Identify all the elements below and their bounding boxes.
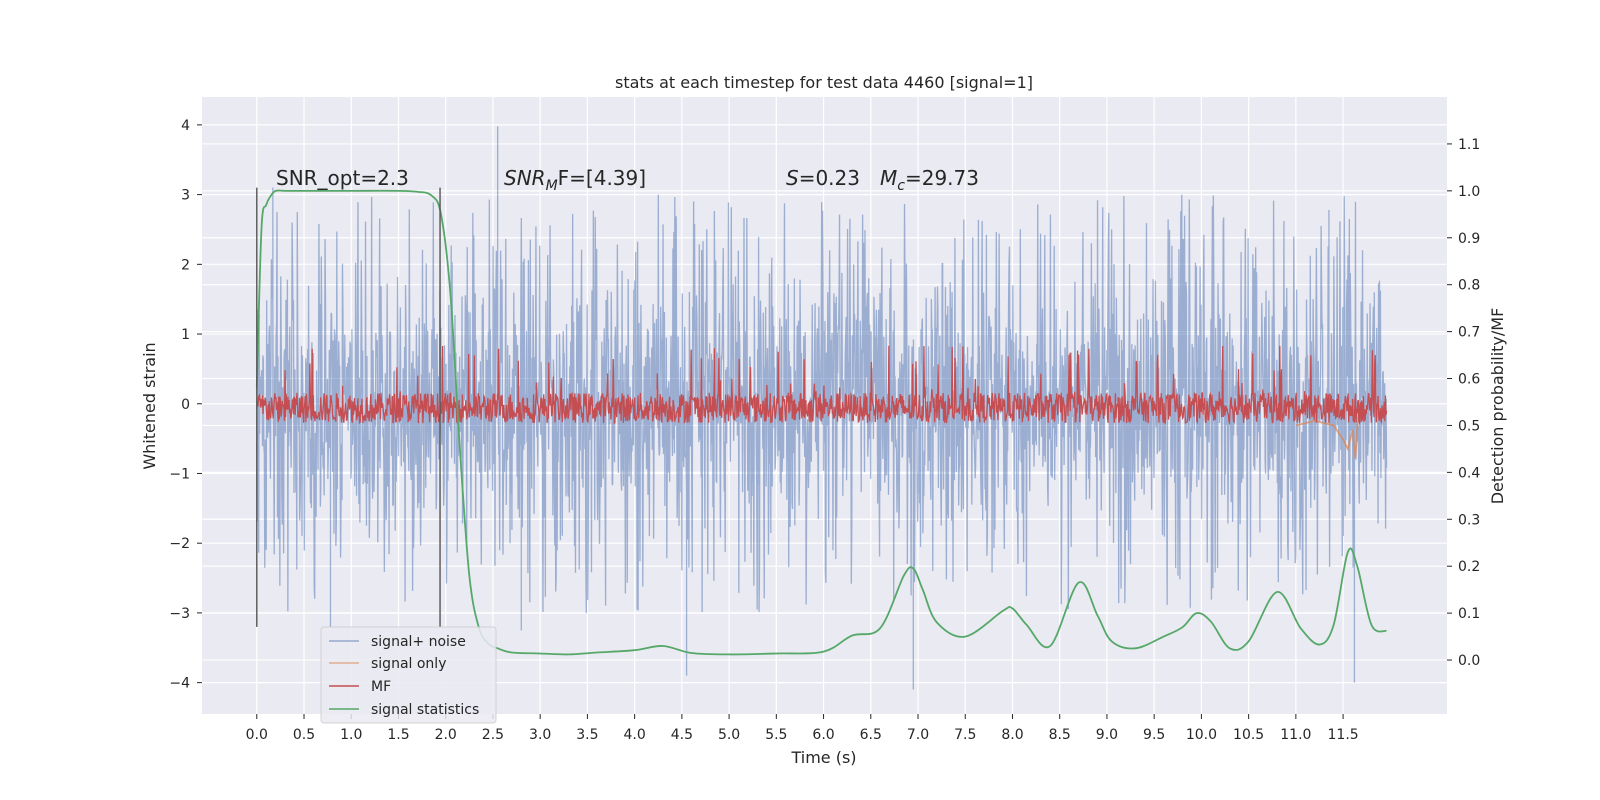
y-tick-label: −2 — [169, 536, 190, 552]
y2-tick-label: 0.9 — [1458, 231, 1480, 247]
y2-tick-label: 0.4 — [1458, 465, 1480, 481]
x-tick-label: 3.0 — [529, 727, 551, 743]
x-tick-label: 1.5 — [387, 727, 409, 743]
y-tick-label: −4 — [169, 676, 190, 692]
x-tick-label: 7.0 — [907, 727, 929, 743]
x-tick-label: 6.5 — [860, 727, 882, 743]
y-tick-label: 2 — [181, 257, 190, 273]
x-tick-label: 11.5 — [1328, 727, 1359, 743]
series-mf — [256, 345, 1388, 426]
x-tick-label: 3.5 — [576, 727, 598, 743]
y-tick-label: −3 — [169, 606, 190, 622]
y-tick-label: 3 — [181, 188, 190, 204]
x-axis: 0.0 0.5 1.0 1.5 2.0 2.5 3.0 3.5 4.0 4.5 5.0 5.5 6.0 6… — [246, 714, 1359, 743]
y2-tick-label: 0.1 — [1458, 606, 1480, 622]
legend-label-signal-noise: signal+ noise — [371, 634, 466, 650]
series-signal-statistics — [255, 189, 1387, 656]
legend: signal+ noise signal only MF signal stat… — [320, 626, 497, 724]
y-axis-label: Whitened strain — [140, 342, 159, 469]
x-tick-label: 1.0 — [340, 727, 362, 743]
x-axis-label: Time (s) — [790, 748, 856, 767]
y2-tick-label: 0.8 — [1458, 278, 1480, 294]
annotation-s: S=0.23 — [786, 166, 860, 190]
x-tick-label: 10.5 — [1233, 727, 1264, 743]
y2-tick-label: 0.2 — [1458, 559, 1480, 575]
x-tick-label: 7.5 — [954, 727, 976, 743]
series-signal-noise — [256, 126, 1388, 690]
chart-title: stats at each timestep for test data 446… — [615, 73, 1033, 92]
y2-tick-label: 0.5 — [1458, 418, 1480, 434]
x-tick-label: 2.5 — [482, 727, 504, 743]
x-tick-label: 9.5 — [1143, 727, 1165, 743]
x-tick-label: 5.0 — [718, 727, 740, 743]
annotation-mc: Mc=29.73 — [880, 166, 979, 194]
vertical-lines — [256, 187, 441, 627]
annotation-snr-mf: SNRMF=[4.39] — [504, 166, 646, 194]
y-tick-label: 1 — [181, 327, 190, 343]
x-tick-label: 8.0 — [1001, 727, 1023, 743]
y-tick-label: 0 — [181, 397, 190, 413]
x-tick-label: 2.0 — [435, 727, 457, 743]
legend-label-signal-statistics: signal statistics — [371, 702, 479, 718]
x-tick-label: 5.5 — [765, 727, 787, 743]
data-layer — [255, 126, 1388, 690]
x-tick-label: 8.5 — [1049, 727, 1071, 743]
y-tick-label: −1 — [169, 466, 190, 482]
legend-label-mf: MF — [371, 679, 391, 695]
x-tick-label: 9.0 — [1096, 727, 1118, 743]
y2-axis-label: Detection probability/MF — [1488, 308, 1507, 505]
x-tick-label: 4.0 — [623, 727, 645, 743]
annotation-snr-mf-symbol: SNR — [504, 166, 546, 190]
legend-frame — [320, 626, 497, 724]
x-tick-label: 10.0 — [1186, 727, 1217, 743]
y2-tick-label: 0.7 — [1458, 325, 1480, 341]
x-tick-label: 11.0 — [1280, 727, 1311, 743]
x-tick-label: 4.5 — [671, 727, 693, 743]
annotation-snr-mf-subscript: M — [546, 178, 558, 194]
annotation-snr-opt: SNR_opt=2.3 — [276, 166, 409, 190]
annotation-mc-symbol: M — [880, 166, 897, 190]
y2-tick-label: 1.1 — [1458, 137, 1480, 153]
series-signal-only — [1295, 401, 1363, 459]
y-axis-right: 1.1 1.0 0.9 0.8 0.7 0.6 0.5 0.4 0.3 0.2 0.1 0.0 — [1447, 137, 1480, 669]
y2-tick-label: 1.0 — [1458, 184, 1480, 200]
annotation-snr-mf-value: F=[4.39] — [558, 166, 646, 190]
y-tick-label: 4 — [181, 118, 190, 134]
x-tick-label: 0.0 — [246, 727, 268, 743]
y2-tick-label: 0.6 — [1458, 372, 1480, 388]
annotation-s-value: =0.23 — [799, 166, 860, 190]
legend-label-signal-only: signal only — [371, 656, 446, 672]
x-tick-label: 6.0 — [812, 727, 834, 743]
annotation-mc-value: =29.73 — [905, 166, 979, 190]
y2-tick-label: 0.0 — [1458, 653, 1480, 669]
x-tick-label: 0.5 — [293, 727, 315, 743]
annotation-mc-subscript: c — [897, 178, 905, 194]
annotation-s-symbol: S — [786, 166, 799, 190]
y-axis-left: 4 3 2 1 0 −1 −2 −3 −4 — [169, 118, 202, 692]
y2-tick-label: 0.3 — [1458, 512, 1480, 528]
